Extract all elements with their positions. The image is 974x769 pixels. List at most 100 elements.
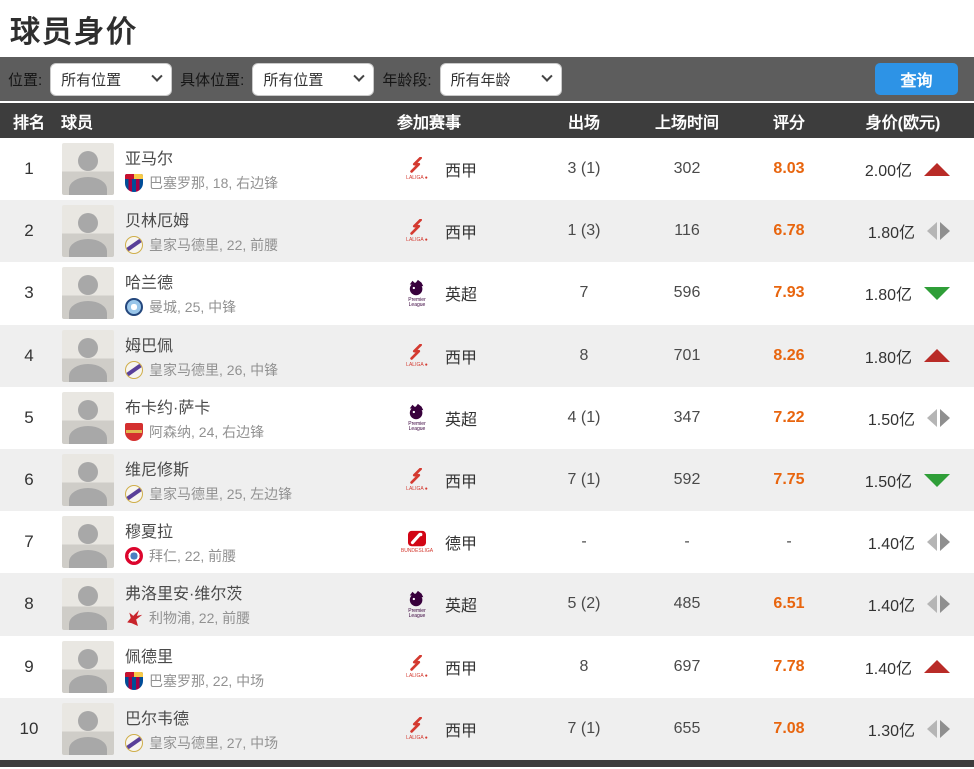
club-badge-icon (125, 671, 143, 690)
position-select-value: 所有位置 (61, 71, 122, 89)
next-section-strip (0, 760, 974, 767)
league-logo-caption: Premier League (408, 607, 426, 619)
league-name: 西甲 (445, 163, 478, 181)
age-select-value: 所有年龄 (450, 71, 511, 89)
player-photo (62, 454, 114, 507)
position-select[interactable]: 所有位置 (50, 62, 173, 96)
player-name: 姆巴佩 (125, 337, 174, 355)
header-league: 参加赛事 (397, 114, 462, 132)
league-name: 西甲 (445, 474, 478, 492)
table-row[interactable]: 8 弗洛里安·维尔茨 利物浦, 22, 前腰 Premier League 英超… (0, 573, 974, 636)
trend-icon (924, 473, 950, 487)
minutes-value: 302 (673, 160, 701, 178)
age-select[interactable]: 所有年龄 (439, 62, 562, 96)
market-value: 1.40亿 (867, 598, 915, 616)
rank-number: 3 (24, 283, 34, 303)
league-logo-icon: LALIGA ● (396, 716, 438, 741)
trend-icon (927, 595, 950, 614)
league-logo-caption: LALIGA ● (406, 361, 428, 368)
rating-value: 7.93 (773, 284, 805, 302)
chevron-down-icon (353, 70, 366, 82)
rating-value: 8.26 (773, 346, 805, 364)
table-row[interactable]: 7 穆夏拉 拜仁, 22, 前腰 BUNDESLIGA 德甲 - - - 1.4… (0, 511, 974, 574)
table-row[interactable]: 6 维尼修斯 皇家马德里, 25, 左边锋 LALIGA ● 西甲 7 (1) … (0, 448, 974, 512)
player-club-info: 皇家马德里, 22, 前腰 (149, 237, 279, 254)
player-photo (62, 391, 114, 444)
position-filter-label: 位置: (8, 71, 43, 89)
table-row[interactable]: 1 亚马尔 巴塞罗那, 18, 右边锋 LALIGA ● 西甲 3 (1) 30… (0, 138, 974, 201)
league-logo-caption: LALIGA ● (406, 237, 428, 244)
table-row[interactable]: 9 佩德里 巴塞罗那, 22, 中场 LALIGA ● 西甲 8 697 7.7… (0, 635, 974, 698)
market-value: 1.40亿 (864, 660, 912, 678)
rank-number: 6 (24, 470, 34, 490)
player-photo (62, 205, 114, 258)
market-value: 1.40亿 (867, 536, 915, 554)
minutes-value: 116 (674, 222, 700, 240)
header-rating: 评分 (772, 114, 805, 132)
trend-icon (927, 533, 950, 552)
trend-icon (927, 719, 950, 738)
rating-value: 7.78 (773, 657, 805, 675)
appearances-value: 4 (1) (567, 408, 601, 426)
market-value: 1.50亿 (867, 411, 915, 429)
minutes-value: 592 (673, 471, 701, 489)
club-badge-icon (125, 422, 143, 441)
player-photo (62, 143, 114, 196)
page-header: 球员身价 (0, 0, 974, 57)
player-club-info: 皇家马德里, 25, 左边锋 (149, 486, 293, 503)
league-name: 英超 (445, 598, 478, 616)
league-logo-icon: LALIGA ● (396, 468, 438, 492)
player-club-info: 曼城, 25, 中锋 (149, 299, 237, 316)
appearances-value: 7 (579, 284, 589, 302)
league-logo-caption: LALIGA ● (406, 486, 428, 493)
appearances-value: 3 (1) (567, 160, 601, 178)
table-row[interactable]: 2 贝林厄姆 皇家马德里, 22, 前腰 LALIGA ● 西甲 1 (3) 1… (0, 200, 974, 263)
table-row[interactable]: 4 姆巴佩 皇家马德里, 26, 中锋 LALIGA ● 西甲 8 701 8.… (0, 324, 974, 387)
appearances-value: 7 (1) (567, 471, 601, 489)
club-badge-icon (125, 298, 143, 317)
league-logo-caption: LALIGA ● (406, 175, 428, 182)
specific-position-select[interactable]: 所有位置 (252, 62, 375, 96)
table-row[interactable]: 5 布卡约·萨卡 阿森纳, 24, 右边锋 Premier League 英超 … (0, 386, 974, 449)
club-badge-icon (125, 174, 143, 193)
market-value: 1.80亿 (864, 287, 912, 305)
player-name: 弗洛里安·维尔茨 (125, 586, 243, 604)
age-filter-label: 年龄段: (382, 71, 432, 89)
trend-icon (924, 162, 950, 176)
league-name: 英超 (445, 287, 478, 305)
table-row[interactable]: 3 哈兰德 曼城, 25, 中锋 Premier League 英超 7 596… (0, 262, 974, 325)
player-photo (62, 702, 114, 755)
filter-bar: 位置: 所有位置 具体位置: 所有位置 年龄段: 所有年龄 查询 (0, 57, 974, 103)
player-club-info: 利物浦, 22, 前腰 (149, 610, 251, 627)
trend-icon (927, 222, 950, 241)
club-badge-icon (125, 485, 143, 504)
query-button[interactable]: 查询 (875, 63, 958, 95)
player-photo (62, 640, 114, 693)
rating-value: 6.78 (773, 222, 805, 240)
minutes-value: 697 (673, 657, 701, 675)
minutes-value: 701 (673, 346, 701, 364)
appearances-value: 5 (2) (567, 595, 601, 613)
player-photo (62, 329, 114, 382)
appearances-value: 1 (3) (567, 222, 601, 240)
specific-position-select-value: 所有位置 (263, 71, 324, 89)
player-name: 穆夏拉 (125, 524, 174, 542)
player-name: 哈兰德 (125, 275, 174, 293)
player-club-info: 阿森纳, 24, 右边锋 (149, 423, 265, 440)
league-logo-icon: LALIGA ● (396, 219, 438, 243)
rank-number: 8 (24, 594, 34, 614)
league-name: 西甲 (445, 225, 478, 243)
market-value: 1.50亿 (864, 474, 912, 492)
appearances-value: 8 (579, 657, 589, 675)
trend-icon (924, 286, 950, 300)
trend-icon (924, 660, 950, 674)
player-name: 佩德里 (125, 648, 174, 666)
minutes-value: 485 (673, 595, 701, 613)
table-row[interactable]: 10 巴尔韦德 皇家马德里, 27, 中场 LALIGA ● 西甲 7 (1) … (0, 697, 974, 760)
chevron-down-icon (151, 70, 163, 82)
player-name: 巴尔韦德 (125, 710, 190, 728)
player-club-info: 皇家马德里, 26, 中锋 (149, 361, 279, 378)
rank-number: 7 (24, 532, 34, 552)
minutes-value: - (684, 533, 690, 551)
appearances-value: 8 (579, 346, 589, 364)
